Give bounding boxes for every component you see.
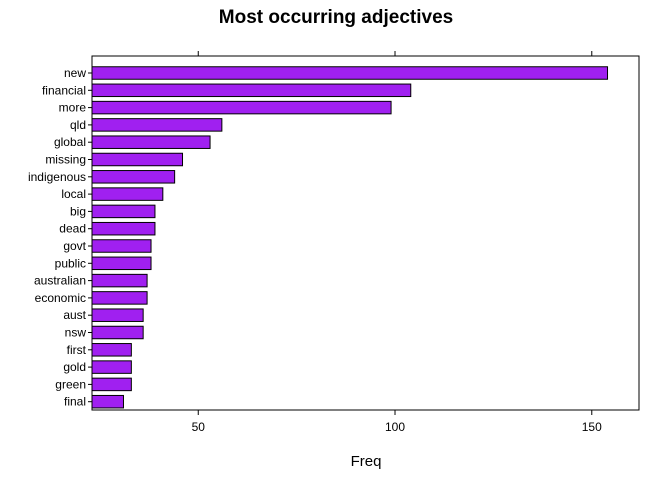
- bar-economic: [91, 291, 148, 305]
- category-label-final: final: [64, 395, 86, 409]
- bar-indigenous: [91, 170, 176, 184]
- chart-title: Most occurring adjectives: [219, 7, 453, 28]
- category-label-gold: gold: [63, 360, 86, 374]
- bar-nsw: [91, 325, 144, 340]
- bar-australian: [91, 273, 148, 288]
- bar-final: [91, 394, 124, 409]
- category-label-govt: govt: [63, 239, 86, 253]
- category-labels: new financial more qld global missing indigeno…: [28, 66, 92, 409]
- bar-public: [91, 256, 152, 271]
- x-axis-ticks: 50 100 150: [192, 51, 602, 434]
- bar-more: [91, 100, 392, 115]
- bar-dead: [91, 221, 156, 236]
- x-axis-title: Freq: [351, 453, 382, 470]
- x-tick-label-100: 100: [385, 420, 405, 434]
- category-label-global: global: [54, 135, 86, 149]
- category-label-economic: economic: [35, 291, 86, 305]
- category-label-dead: dead: [59, 222, 86, 236]
- category-label-missing: missing: [45, 153, 86, 167]
- bar-financial: [91, 83, 412, 98]
- bar-global: [91, 135, 211, 149]
- x-tick-label-150: 150: [582, 420, 602, 434]
- bar-govt: [91, 239, 152, 253]
- bar-first: [91, 343, 132, 357]
- bar-new: [91, 66, 609, 80]
- category-label-aust: aust: [63, 308, 86, 322]
- category-label-financial: financial: [42, 83, 86, 97]
- category-label-new: new: [64, 66, 86, 80]
- bar-local: [91, 187, 164, 201]
- bar-aust: [91, 308, 144, 322]
- category-label-australian: australian: [34, 274, 86, 288]
- bar-big: [91, 204, 156, 219]
- category-label-first: first: [67, 343, 87, 357]
- category-label-public: public: [55, 256, 86, 270]
- bar-gold: [91, 360, 132, 374]
- category-label-big: big: [70, 204, 86, 218]
- category-label-green: green: [55, 377, 86, 391]
- category-label-indigenous: indigenous: [28, 170, 86, 184]
- category-label-more: more: [59, 101, 87, 115]
- x-tick-label-50: 50: [192, 420, 206, 434]
- bar-qld: [91, 118, 223, 132]
- category-label-local: local: [61, 187, 86, 201]
- bars: [91, 66, 609, 409]
- category-label-qld: qld: [70, 118, 86, 132]
- category-label-nsw: nsw: [65, 326, 87, 340]
- bar-green: [91, 377, 132, 392]
- bar-missing: [91, 152, 184, 167]
